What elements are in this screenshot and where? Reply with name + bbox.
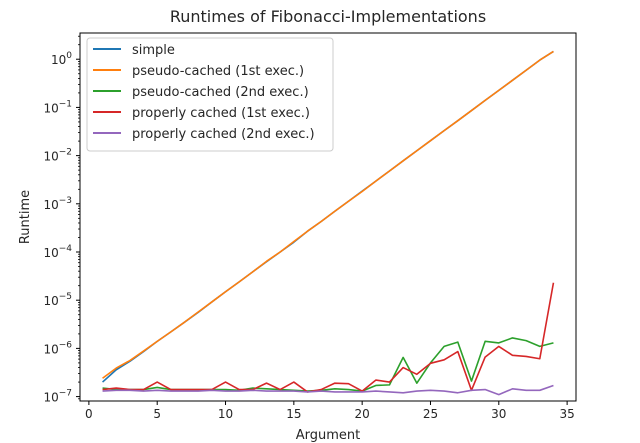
y-tick-label: 10−7 — [43, 389, 72, 405]
legend-label: pseudo-cached (2nd exec.) — [132, 85, 309, 100]
y-axis: 10−7 10−6 10−5 10−4 10−3 10−2 10−1 100 — [43, 35, 80, 405]
legend-item: pseudo-cached (1st exec.) — [93, 64, 304, 79]
x-tick-label: 15 — [286, 407, 301, 421]
series-line-4 — [102, 282, 555, 393]
legend-item: simple — [93, 43, 175, 58]
legend: simple pseudo-cached (1st exec.) pseudo-ca… — [86, 37, 334, 152]
x-tick-label: 5 — [153, 407, 161, 421]
legend-label: properly cached (2nd exec.) — [132, 127, 315, 142]
legend-label: pseudo-cached (1st exec.) — [132, 64, 304, 79]
y-tick-label: 10−5 — [43, 292, 72, 308]
x-tick-label: 0 — [85, 407, 93, 421]
legend-item: pseudo-cached (2nd exec.) — [93, 85, 309, 100]
series-line-3 — [102, 337, 554, 392]
legend-item: properly cached (1st exec.) — [93, 106, 310, 121]
x-tick-label: 20 — [355, 407, 370, 421]
chart-title: Runtimes of Fibonacci-Implementations — [170, 7, 486, 26]
y-axis-label: Runtime — [18, 190, 33, 244]
x-axis-label: Argument — [296, 428, 361, 443]
y-tick-label: 10−1 — [43, 99, 72, 115]
y-tick-label: 10−3 — [43, 196, 72, 212]
series-layer — [102, 50, 555, 396]
legend-item: properly cached (2nd exec.) — [93, 127, 315, 142]
x-tick-label: 30 — [491, 407, 506, 421]
y-tick-label: 10−6 — [43, 340, 72, 356]
legend-label: simple — [132, 43, 175, 58]
legend-label: properly cached (1st exec.) — [132, 106, 310, 121]
series-line-5 — [102, 384, 554, 396]
y-tick-label: 10−4 — [43, 244, 72, 260]
legend-box — [86, 37, 334, 152]
series-line-2 — [102, 50, 554, 379]
x-tick-label: 10 — [218, 407, 233, 421]
x-tick-label: 25 — [423, 407, 438, 421]
y-tick-label: 100 — [51, 51, 72, 67]
y-tick-label: 10−2 — [43, 148, 72, 164]
x-tick-label: 35 — [559, 407, 574, 421]
plot-area-frame — [79, 32, 577, 402]
x-axis: 0 5 10 15 20 25 30 35 — [85, 401, 575, 421]
